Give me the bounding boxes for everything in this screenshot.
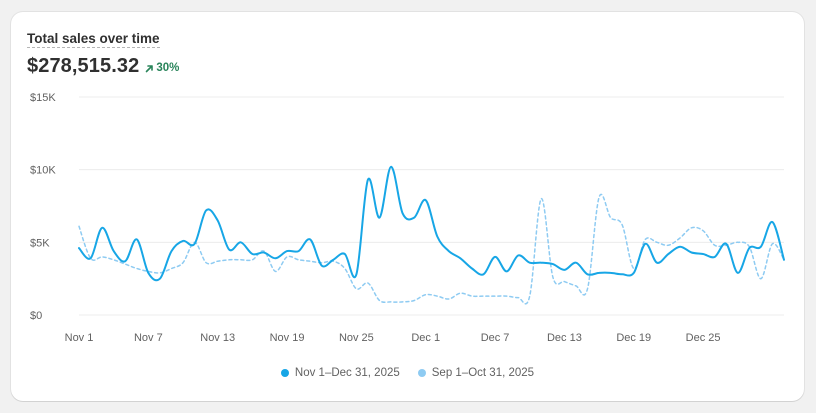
total-sales-value: $278,515.32 (27, 55, 140, 77)
sales-card: Total sales over time $278,515.32 30% $0… (11, 12, 804, 401)
x-tick-label: Nov 19 (270, 332, 305, 344)
x-tick-label: Nov 13 (200, 332, 235, 344)
x-tick-label: Nov 7 (134, 332, 163, 344)
legend-label-current: Nov 1–Dec 31, 2025 (294, 367, 400, 379)
x-tick-label: Dec 1 (411, 332, 440, 344)
x-tick-label: Dec 7 (481, 332, 510, 344)
delta-badge: 30% (145, 62, 179, 74)
legend-dot-comparison (417, 369, 426, 377)
x-tick-label: Dec 25 (686, 332, 721, 344)
card-title[interactable]: Total sales over time (27, 31, 160, 48)
delta-percent: 30% (156, 62, 180, 74)
x-tick-label: Dec 13 (547, 332, 582, 344)
metric-row: $278,515.32 30% (27, 55, 179, 78)
arrow-up-right-icon (145, 64, 154, 73)
y-tick-label: $10K (30, 165, 56, 177)
legend-item-comparison[interactable]: Sep 1–Oct 31, 2025 (417, 367, 535, 379)
x-tick-label: Nov 25 (339, 332, 374, 344)
y-tick-label: $5K (30, 237, 50, 249)
y-tick-label: $0 (30, 310, 42, 322)
legend-item-current[interactable]: Nov 1–Dec 31, 2025 (280, 367, 400, 379)
x-tick-label: Nov 1 (65, 332, 94, 344)
y-tick-label: $15K (30, 92, 56, 104)
x-tick-label: Dec 19 (616, 332, 651, 344)
legend-label-comparison: Sep 1–Oct 31, 2025 (431, 367, 535, 379)
sales-line-chart: $0 $5K $10K $15K Nov 1 Nov 7 Nov 13 Nov 19 Nov 2… (30, 92, 785, 344)
legend-dot-current (280, 369, 289, 377)
series-line-current (78, 165, 785, 282)
series-line-comparison (78, 193, 785, 305)
chart-legend: Nov 1–Dec 31, 2025 Sep 1–Oct 31, 2025 (11, 367, 804, 379)
